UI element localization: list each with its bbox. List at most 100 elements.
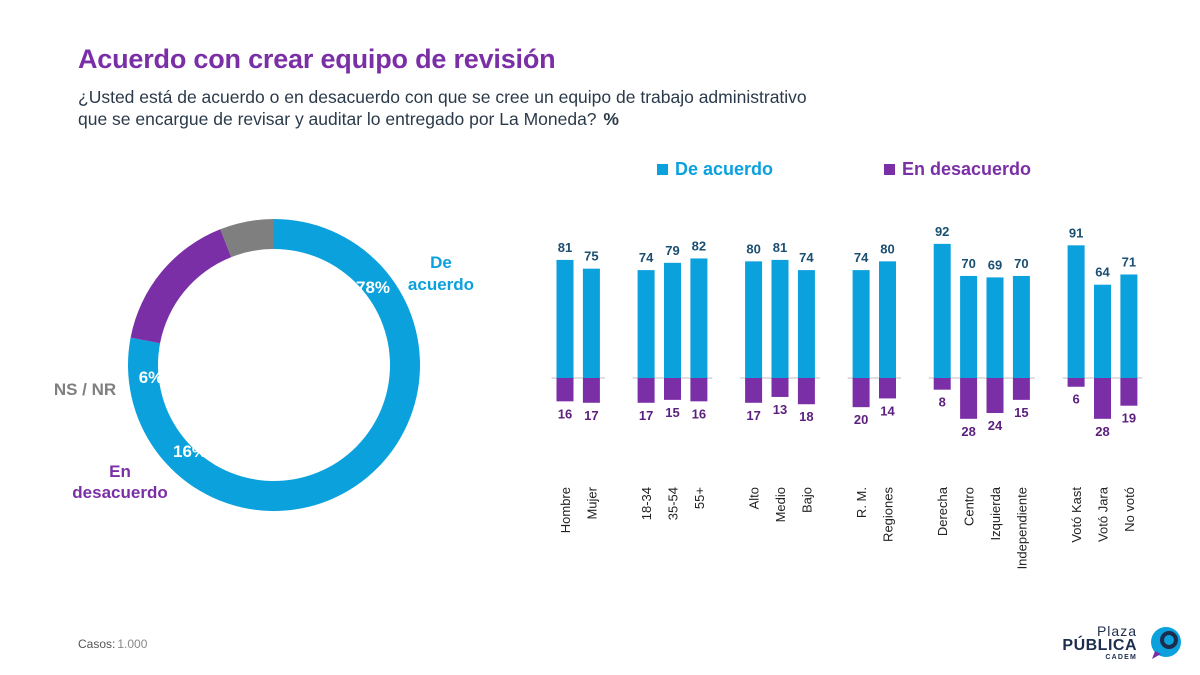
value-label-acuerdo-13: 69 xyxy=(988,257,1002,272)
bar-acuerdo-1 xyxy=(556,259,574,378)
value-label-desacuerdo-11: 8 xyxy=(939,395,946,410)
bar-desacuerdo-14 xyxy=(1012,378,1030,400)
bar-acuerdo-14 xyxy=(1012,275,1030,378)
category-label-5: 55+ xyxy=(692,487,707,509)
bar-desacuerdo-7 xyxy=(771,378,789,397)
bar-acuerdo-6 xyxy=(745,261,763,378)
legend-item-acuerdo: De acuerdo xyxy=(657,158,773,180)
bar-acuerdo-3 xyxy=(637,270,655,378)
donut-category-label-1-1: De xyxy=(430,253,452,272)
value-label-acuerdo-16: 64 xyxy=(1095,265,1110,280)
bar-desacuerdo-12 xyxy=(960,378,978,419)
value-label-acuerdo-12: 70 xyxy=(961,256,975,271)
bar-desacuerdo-6 xyxy=(745,378,763,403)
bar-desacuerdo-11 xyxy=(933,378,951,390)
cases-label: Casos: xyxy=(78,637,116,651)
category-label-12: Centro xyxy=(962,487,977,526)
bar-acuerdo-2 xyxy=(582,268,600,378)
donut-value-label-1: 78% xyxy=(356,278,390,297)
donut-category-label-2-2: desacuerdo xyxy=(72,483,167,502)
value-label-desacuerdo-5: 16 xyxy=(692,406,706,421)
bar-acuerdo-17 xyxy=(1120,274,1138,378)
logo-line-2: PÚBLICA xyxy=(1062,637,1137,654)
value-label-desacuerdo-2: 17 xyxy=(584,408,598,423)
category-label-9: R. M. xyxy=(854,487,869,518)
bar-acuerdo-5 xyxy=(690,258,708,378)
cases-value: 1.000 xyxy=(117,637,148,651)
value-label-acuerdo-5: 82 xyxy=(692,238,706,253)
category-label-1: Hombre xyxy=(558,487,573,533)
value-label-acuerdo-1: 81 xyxy=(558,240,572,255)
category-label-2: Mujer xyxy=(584,486,599,519)
donut-value-label-3: 6% xyxy=(139,368,164,387)
category-label-17: No votó xyxy=(1122,487,1137,532)
category-label-13: Izquierda xyxy=(988,486,1003,540)
bar-desacuerdo-8 xyxy=(797,378,815,405)
donut-chart: 78% De acuerdo 16% En desacuerdo 6% NS / NR xyxy=(54,219,474,511)
donut-value-label-2: 16% xyxy=(173,442,207,461)
value-label-acuerdo-17: 71 xyxy=(1122,254,1136,269)
legend-item-desacuerdo: En desacuerdo xyxy=(884,158,1031,180)
bar-desacuerdo-10 xyxy=(879,378,896,399)
value-label-acuerdo-6: 80 xyxy=(746,241,760,256)
value-label-desacuerdo-3: 17 xyxy=(639,408,653,423)
category-label-15: Votó Kast xyxy=(1069,487,1084,543)
unit-label: % xyxy=(603,109,619,129)
legend-swatch-acuerdo xyxy=(657,163,668,175)
bar-desacuerdo-5 xyxy=(690,378,708,402)
donut-category-label-3-1: NS / NR xyxy=(54,380,116,399)
category-label-4: 35-54 xyxy=(666,487,681,520)
bar-acuerdo-12 xyxy=(960,275,978,378)
bar-chart: 81 16 Hombre 75 17 Mujer 74 17 18-34 79 15 35-54 82 1… xyxy=(551,224,1143,569)
bar-acuerdo-11 xyxy=(933,243,951,378)
value-label-desacuerdo-17: 19 xyxy=(1122,411,1136,426)
value-label-desacuerdo-10: 14 xyxy=(880,403,895,418)
value-label-acuerdo-14: 70 xyxy=(1014,256,1028,271)
bar-desacuerdo-9 xyxy=(852,378,870,408)
speech-bubble-icon xyxy=(1151,627,1181,659)
donut-slice-2 xyxy=(130,229,232,344)
donut-category-label-1-2: acuerdo xyxy=(408,275,474,294)
bar-desacuerdo-15 xyxy=(1067,378,1085,387)
value-label-desacuerdo-14: 15 xyxy=(1014,405,1028,420)
legend-label-acuerdo: De acuerdo xyxy=(675,158,774,179)
bar-acuerdo-7 xyxy=(771,259,789,378)
value-label-acuerdo-9: 74 xyxy=(854,250,869,265)
plaza-publica-logo: Plaza PÚBLICA CADEM xyxy=(1062,623,1187,663)
donut-category-label-2-1: En xyxy=(109,462,131,481)
value-label-desacuerdo-9: 20 xyxy=(854,412,868,427)
category-label-14: Independiente xyxy=(1014,487,1029,569)
category-label-8: Bajo xyxy=(799,487,814,513)
value-label-desacuerdo-15: 6 xyxy=(1072,392,1079,407)
footer-cases: Casos: 1.000 xyxy=(78,637,147,651)
bar-acuerdo-10 xyxy=(879,261,896,378)
value-label-desacuerdo-6: 17 xyxy=(746,408,760,423)
value-label-desacuerdo-12: 28 xyxy=(961,424,975,439)
value-label-desacuerdo-1: 16 xyxy=(558,406,572,421)
value-label-acuerdo-4: 79 xyxy=(665,243,679,258)
page-title: Acuerdo con crear equipo de revisión xyxy=(78,44,556,74)
value-label-desacuerdo-16: 28 xyxy=(1095,424,1109,439)
logo-line-1: Plaza xyxy=(1096,623,1137,639)
legend-label-desacuerdo: En desacuerdo xyxy=(902,158,1032,179)
value-label-acuerdo-7: 81 xyxy=(773,240,787,255)
value-label-desacuerdo-7: 13 xyxy=(773,402,787,417)
value-label-acuerdo-3: 74 xyxy=(639,250,654,265)
bar-acuerdo-8 xyxy=(797,270,815,378)
value-label-desacuerdo-13: 24 xyxy=(988,418,1003,433)
bar-desacuerdo-17 xyxy=(1120,378,1138,406)
bar-acuerdo-9 xyxy=(852,270,870,378)
category-label-10: Regiones xyxy=(881,487,896,542)
value-label-desacuerdo-8: 18 xyxy=(799,409,813,424)
bar-desacuerdo-16 xyxy=(1094,378,1111,419)
value-label-acuerdo-11: 92 xyxy=(935,224,949,239)
legend-swatch-desacuerdo xyxy=(884,163,895,175)
bar-acuerdo-16 xyxy=(1094,284,1111,378)
category-label-6: Alto xyxy=(747,487,762,509)
category-label-16: Votó Jara xyxy=(1096,486,1111,542)
bar-acuerdo-15 xyxy=(1067,245,1085,378)
category-label-3: 18-34 xyxy=(639,487,654,520)
category-label-7: Medio xyxy=(773,487,788,522)
value-label-acuerdo-8: 74 xyxy=(799,250,814,265)
